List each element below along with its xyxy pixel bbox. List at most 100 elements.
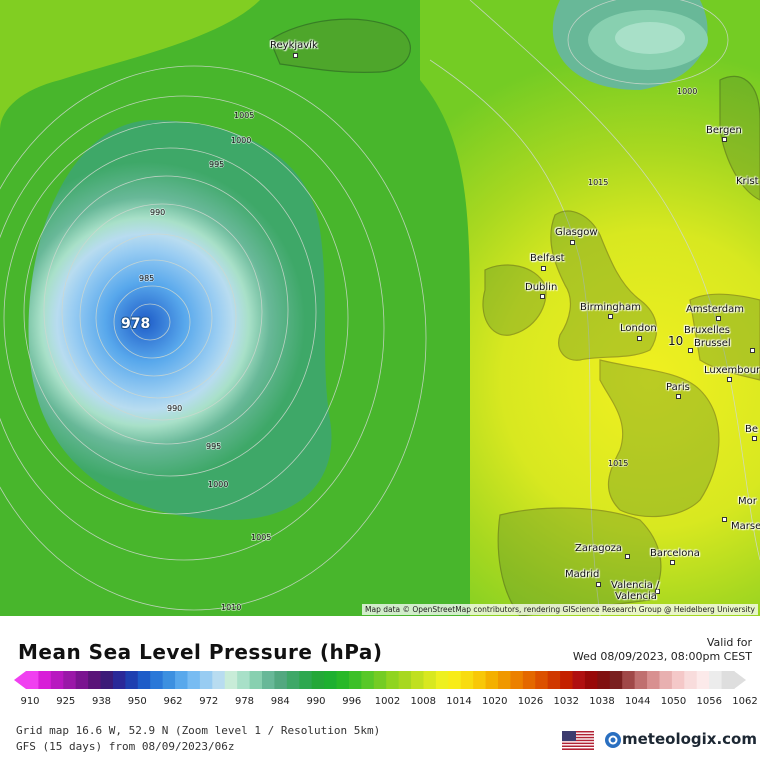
scale-swatch — [212, 671, 226, 689]
scale-swatch — [100, 671, 114, 689]
scale-tick-label: 1008 — [410, 696, 436, 707]
scale-swatch — [88, 671, 102, 689]
city-label: Reykjavík — [270, 40, 318, 51]
city-marker — [570, 240, 575, 245]
scale-tick-label: 1038 — [589, 696, 615, 707]
city-marker — [670, 560, 675, 565]
city-label: Dublin — [525, 282, 558, 293]
scale-swatch — [423, 671, 437, 689]
scale-swatch — [386, 671, 400, 689]
map-attribution: Map data © OpenStreetMap contributors, r… — [362, 604, 758, 615]
scale-swatch — [150, 671, 164, 689]
scale-swatch — [75, 671, 89, 689]
city-label: Marse — [731, 521, 760, 532]
scale-swatch — [373, 671, 387, 689]
city-label: Zaragoza — [575, 543, 623, 554]
brand-name[interactable]: meteologix.com — [622, 730, 757, 748]
scale-swatch — [262, 671, 276, 689]
scale-swatch — [26, 671, 40, 689]
scale-swatch — [460, 671, 474, 689]
city-marker — [716, 316, 721, 321]
scale-swatch — [671, 671, 685, 689]
scale-swatch — [473, 671, 487, 689]
us-flag-icon[interactable] — [562, 731, 594, 750]
isobar-label: 1000 — [231, 136, 251, 145]
scale-tick-label: 1050 — [660, 696, 687, 707]
scale-swatch — [435, 671, 449, 689]
isobar-label: 1015 — [588, 178, 608, 187]
scale-swatch — [609, 671, 623, 689]
city-label: Bergen — [706, 125, 742, 136]
scale-tick-label: 1026 — [517, 696, 544, 707]
scale-swatch — [63, 671, 77, 689]
scale-tick-label: 1032 — [553, 696, 579, 707]
scale-swatch — [448, 671, 462, 689]
scale-swatch — [324, 671, 338, 689]
scale-swatch — [311, 671, 325, 689]
city-label: Krist — [736, 176, 759, 187]
city-label: Glasgow — [555, 227, 598, 238]
isobar-label: 10 — [668, 334, 683, 348]
city-marker — [625, 554, 630, 559]
scale-swatch — [485, 671, 499, 689]
scale-swatch — [547, 671, 561, 689]
city-label: Belfast — [530, 253, 565, 264]
scale-swatch — [647, 671, 661, 689]
scale-arrow-right — [734, 671, 746, 689]
scale-tick-label: 990 — [306, 696, 326, 707]
scale-swatch — [522, 671, 536, 689]
city-label: Barcelona — [650, 548, 700, 559]
scale-swatch — [336, 671, 350, 689]
isobar-label: 1005 — [251, 533, 271, 542]
color-scale — [14, 671, 746, 689]
scale-tick-label: 978 — [234, 696, 255, 707]
city-marker — [722, 137, 727, 142]
isobar-label: 990 — [150, 208, 165, 217]
scale-tick-label: 1056 — [696, 696, 722, 707]
scale-tick-label: 984 — [270, 696, 290, 707]
model-info: GFS (15 days) from 08/09/2023/06z — [16, 740, 235, 753]
pressure-map[interactable]: 1005 1000 995 990 985 990 995 1000 1005 … — [0, 0, 760, 616]
scale-swatch — [622, 671, 636, 689]
isobar-label: 1000 — [677, 87, 697, 96]
city-marker — [293, 53, 298, 58]
scale-swatch — [634, 671, 648, 689]
city-marker — [541, 266, 546, 271]
scale-swatch — [510, 671, 524, 689]
scale-swatch — [560, 671, 574, 689]
scale-tick-label: 962 — [163, 696, 183, 707]
city-label: Valencia / — [611, 580, 660, 591]
scale-arrow-left — [14, 671, 26, 689]
scale-tick-label: 1020 — [482, 696, 508, 707]
scale-tick-label: 1062 — [732, 696, 758, 707]
scale-swatch — [175, 671, 189, 689]
city-label: Luxembour — [704, 365, 760, 376]
city-label: Valencia — [615, 591, 657, 602]
scale-swatch — [137, 671, 151, 689]
isobar-label: 995 — [209, 160, 224, 169]
scale-swatch — [398, 671, 412, 689]
scale-swatch — [411, 671, 425, 689]
scale-tick-label: 972 — [199, 696, 219, 707]
valid-time[interactable]: Wed 08/09/2023, 08:00pm CEST — [572, 650, 752, 663]
city-label: Be — [745, 424, 759, 435]
isobar-label: 985 — [139, 274, 154, 283]
scale-tick-label: 996 — [342, 696, 362, 707]
city-marker — [688, 348, 693, 353]
city-marker — [540, 294, 545, 299]
scale-swatch — [709, 671, 723, 689]
low-pressure-value: 978 — [121, 316, 150, 332]
scale-swatch — [274, 671, 288, 689]
city-label: London — [620, 323, 657, 334]
scale-swatch — [224, 671, 238, 689]
isobar-label: 990 — [167, 404, 182, 413]
map-title: Mean Sea Level Pressure (hPa) — [18, 640, 383, 664]
city-marker — [727, 377, 732, 382]
map-canvas: 1005 1000 995 990 985 990 995 1000 1005 … — [0, 0, 760, 616]
isobar-lines — [0, 0, 760, 616]
scale-swatch — [659, 671, 673, 689]
city-label: Birmingham — [580, 302, 641, 313]
meteologix-logo-icon[interactable] — [604, 731, 622, 749]
scale-swatch — [684, 671, 698, 689]
city-marker — [752, 436, 757, 441]
